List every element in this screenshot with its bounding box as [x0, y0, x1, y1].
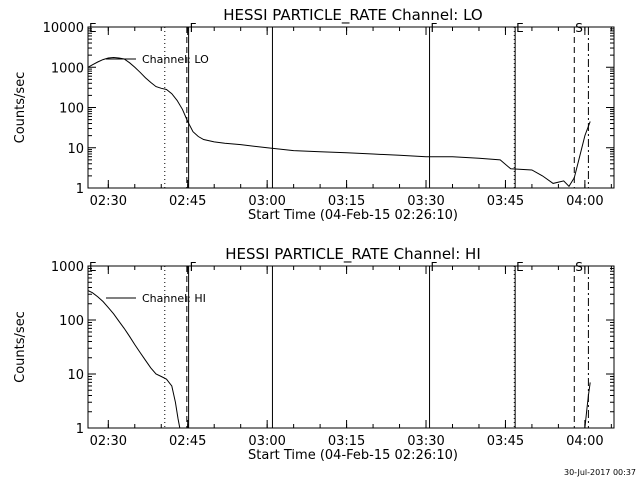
event-marker-label: F — [190, 260, 197, 274]
x-tick-label: 03:30 — [407, 434, 444, 449]
series-line — [584, 382, 591, 429]
x-tick-label: 03:15 — [328, 434, 365, 449]
plot-frame — [87, 26, 615, 189]
event-marker-label: S — [575, 260, 583, 274]
y-tick-label: 10 — [67, 368, 84, 383]
x-axis-label: Start Time (04-Feb-15 02:26:10) — [248, 208, 458, 223]
y-axis-label: Counts/sec — [13, 311, 28, 383]
y-tick-label: 100 — [59, 314, 84, 329]
x-tick-label: 03:15 — [328, 194, 365, 209]
event-marker-label: S — [575, 21, 583, 35]
x-tick-label: 03:00 — [248, 194, 285, 209]
y-tick-label: 1000 — [51, 61, 84, 76]
event-marker-label: F — [190, 21, 197, 35]
x-tick-label: 03:45 — [487, 194, 524, 209]
x-tick-label: 02:30 — [90, 434, 127, 449]
footer-timestamp: 30-Jul-2017 00:37 — [564, 468, 636, 477]
y-tick-label: 1 — [76, 422, 84, 437]
y-tick-label: 10 — [67, 142, 84, 157]
chart-title: HESSI PARTICLE_RATE Channel: LO — [223, 6, 482, 25]
x-tick-label: 02:45 — [169, 194, 206, 209]
x-tick-label: 03:45 — [487, 434, 524, 449]
y-tick-label: 100 — [59, 102, 84, 117]
x-tick-label: 02:45 — [169, 434, 206, 449]
plot-frame — [87, 265, 615, 429]
x-tick-label: 03:30 — [407, 194, 444, 209]
legend-label: Channel: LO — [142, 53, 209, 66]
event-marker-label: E — [89, 260, 97, 274]
x-axis-label: Start Time (04-Feb-15 02:26:10) — [248, 448, 458, 463]
event-marker-label: E — [89, 21, 97, 35]
y-tick-label: 1 — [76, 182, 84, 197]
x-tick-label: 02:30 — [90, 194, 127, 209]
event-marker-label: E — [516, 260, 524, 274]
y-tick-label: 1000 — [51, 260, 84, 275]
series-line — [88, 290, 181, 429]
x-tick-label: 04:00 — [566, 434, 603, 449]
chart-title: HESSI PARTICLE_RATE Channel: HI — [225, 245, 481, 264]
y-axis-label: Counts/sec — [13, 72, 28, 144]
series-line — [88, 56, 591, 188]
event-marker-label: E — [516, 21, 524, 35]
x-tick-label: 04:00 — [566, 194, 603, 209]
y-tick-label: 10000 — [43, 21, 84, 36]
legend-label: Channel: HI — [142, 292, 206, 305]
event-marker-label: F — [431, 260, 438, 274]
event-marker-label: F — [431, 21, 438, 35]
x-tick-label: 03:00 — [248, 434, 285, 449]
